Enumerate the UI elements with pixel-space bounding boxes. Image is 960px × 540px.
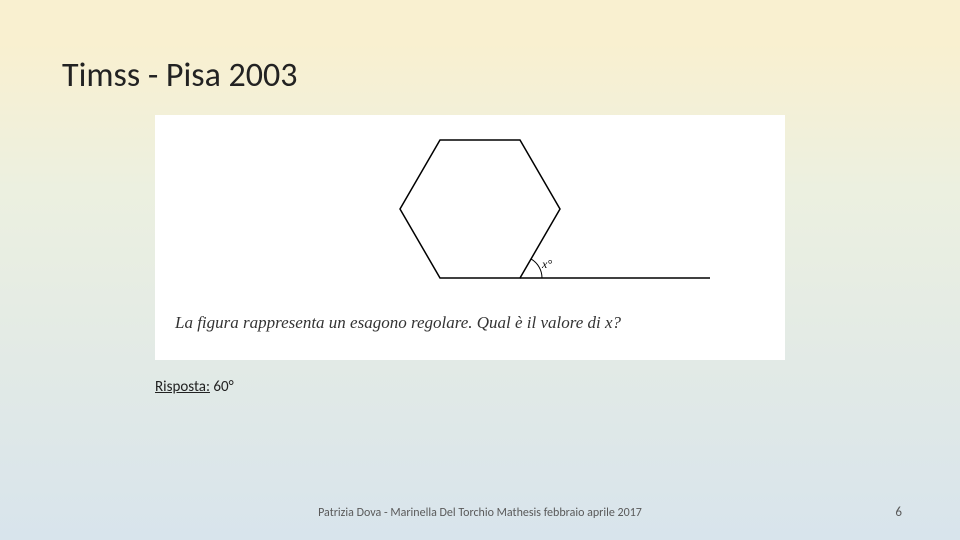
slide-title: Timss - Pisa 2003 [62,55,297,96]
svg-text:x°: x° [541,257,552,271]
answer-line: Risposta: 60° [155,378,234,396]
hexagon-diagram: x° [190,125,750,295]
page-number: 6 [895,505,902,520]
footer-text: Patrizia Dova - Marinella Del Torchio Ma… [0,506,960,520]
answer-value: 60° [210,378,234,396]
question-text: La figura rappresenta un esagono regolar… [155,295,785,333]
answer-label: Risposta: [155,378,210,396]
question-panel: x° La figura rappresenta un esagono rego… [155,115,785,360]
